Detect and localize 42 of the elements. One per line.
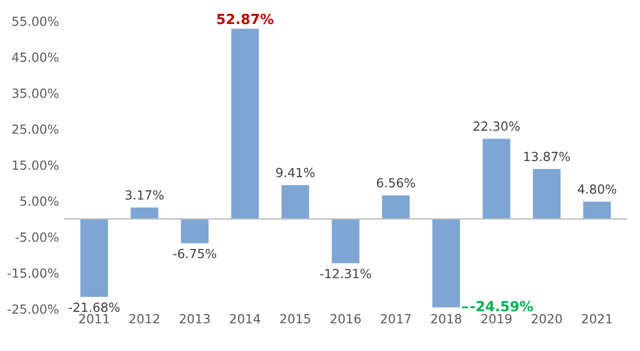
data-label: 22.30% [474,121,520,131]
bar [180,218,209,244]
bar [130,208,158,219]
bar [80,218,108,297]
x-tick-label: 2016 [330,314,361,324]
x-tick-label: 2012 [129,314,160,324]
data-label: 13.87% [524,152,570,162]
x-tick-label: 2015 [280,314,310,324]
y-tick-label: 35.00% [12,88,58,98]
bar [332,218,360,264]
x-tick-label: 2019 [481,314,512,324]
data-label: 3.17% [126,190,164,200]
data-label: 4.80% [578,184,616,194]
bar [482,138,510,219]
data-label: 9.41% [276,168,314,178]
bar [231,28,259,219]
x-tick-label: 2018 [431,314,462,324]
bar [432,218,460,308]
y-tick-label: -15.00% [8,268,58,278]
y-tick-label: 55.00% [12,16,58,26]
x-tick-label: 2013 [180,314,210,324]
x-tick-label: 2020 [532,314,562,324]
x-tick-label: 2017 [380,314,411,324]
data-label: 52.87% [217,14,274,24]
y-tick-label: 25.00% [12,124,58,134]
data-label: -6.75% [173,248,216,258]
y-tick-label: -25.00% [8,304,58,314]
x-tick-label: 2011 [79,314,109,324]
bar [532,169,561,219]
y-tick-label: 45.00% [12,52,58,62]
data-label: 6.56% [376,178,416,188]
data-label: -21.68% [68,302,120,312]
x-tick-label: 2014 [230,314,260,324]
bar [281,185,310,219]
y-tick-label: 15.00% [12,160,58,170]
x-tick-label: 2021 [582,314,612,324]
data-label: -12.31% [320,268,371,278]
data-label: -24.59% [470,300,533,312]
bar [583,202,611,219]
bar [382,195,410,219]
y-tick-label: -5.00% [16,232,58,242]
y-tick-label: 5.00% [20,196,58,206]
